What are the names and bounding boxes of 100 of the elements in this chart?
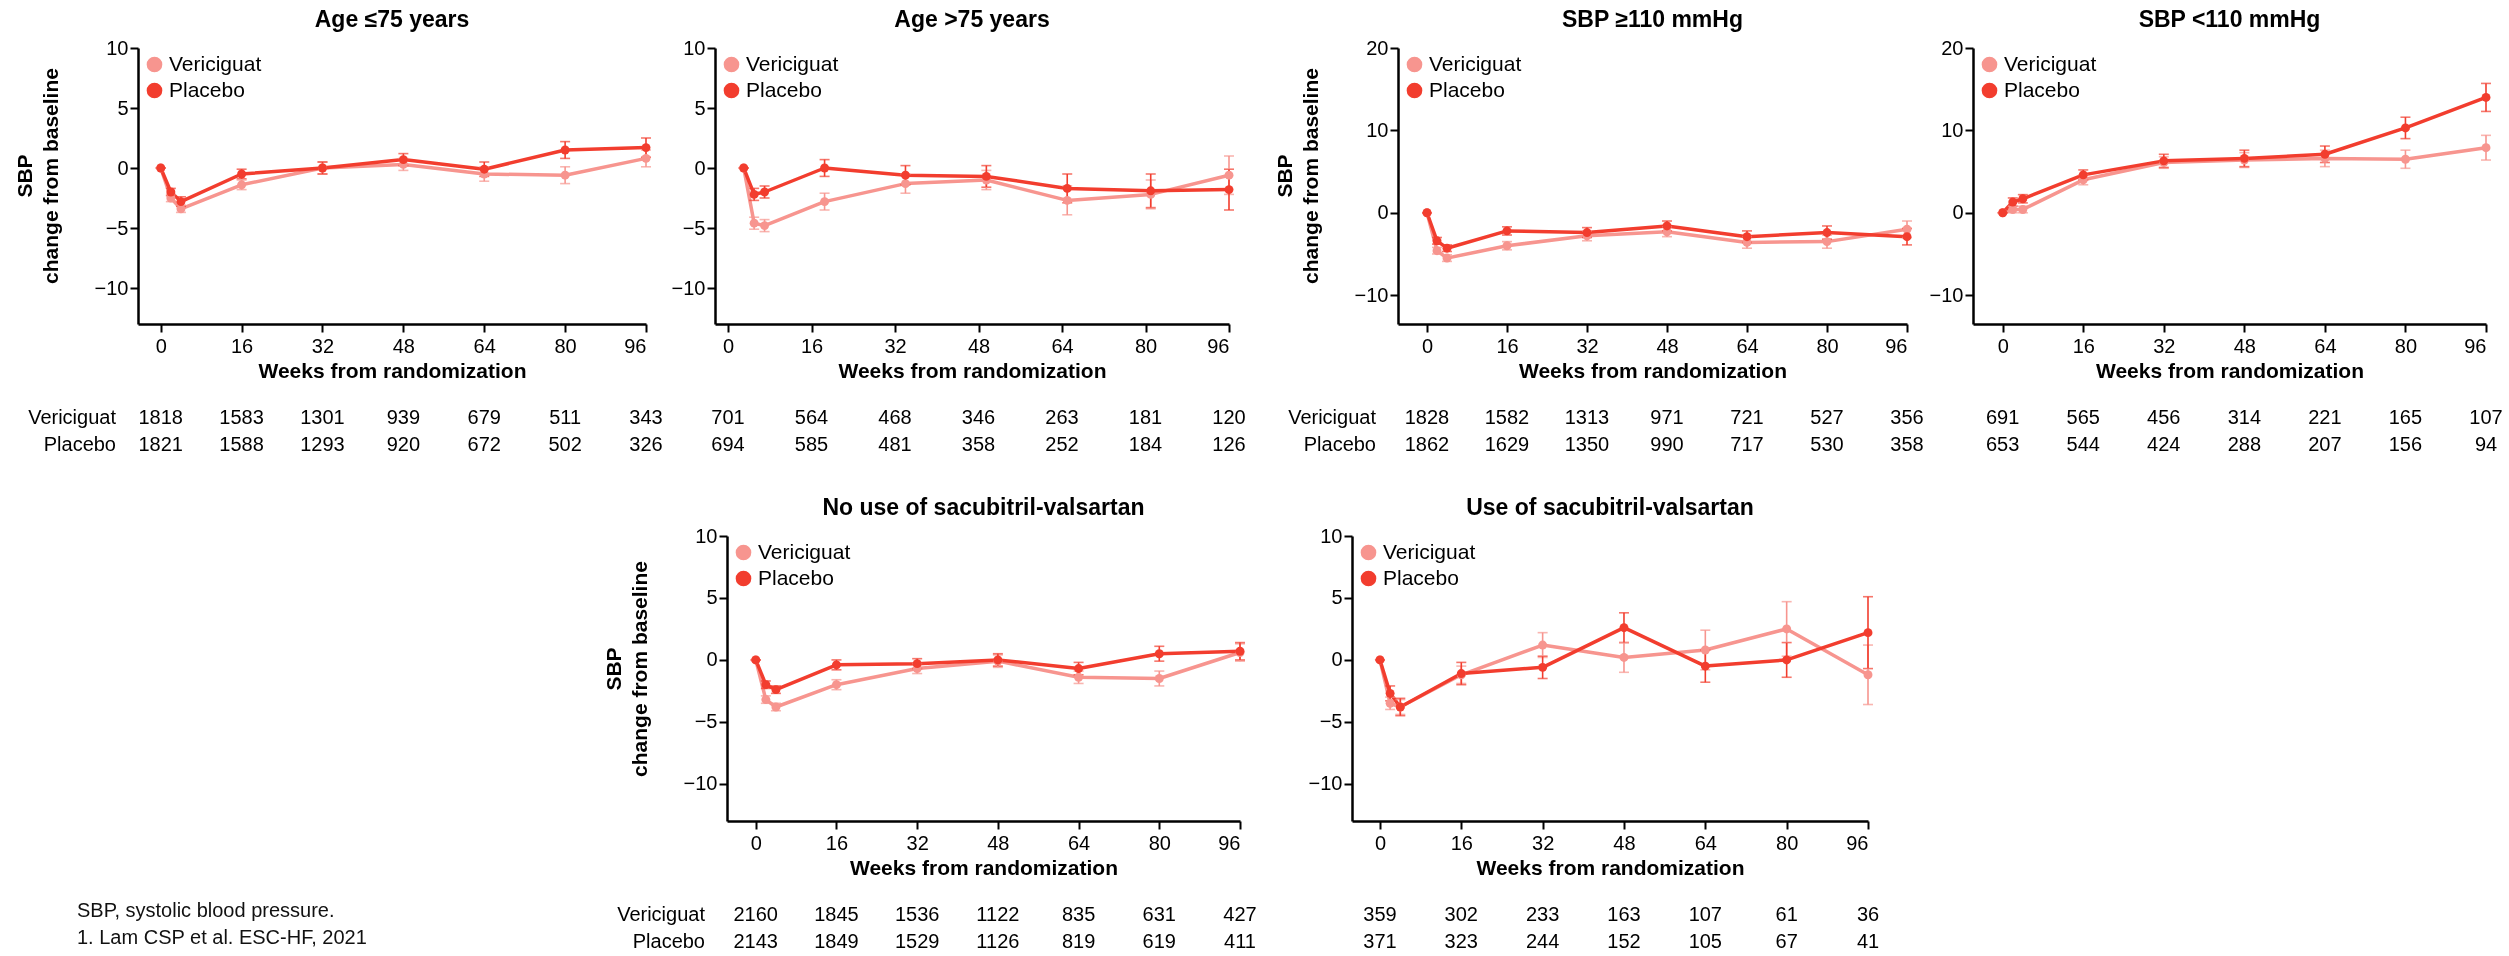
x-tick-label: 64	[1067, 831, 1091, 854]
y-tick-label: −5	[694, 710, 718, 733]
text: 346	[961, 405, 996, 429]
text: 468	[878, 405, 912, 429]
text: 244	[1525, 929, 1560, 953]
text: 36	[1856, 902, 1880, 926]
y-tick-label: −10	[94, 276, 129, 299]
x-tick-label: 96	[624, 334, 647, 357]
x-tick-label: 48	[392, 334, 415, 357]
y-tick-label: 5	[706, 586, 718, 609]
chart-title: SBP ≥110 mmHg	[1562, 6, 1743, 32]
text: 105	[1688, 929, 1722, 953]
x-tick-label: 80	[1134, 334, 1158, 357]
text: 721	[1730, 405, 1764, 429]
x-tick-label: 80	[1776, 831, 1799, 854]
text: 701	[711, 405, 745, 429]
y-tick-label: 5	[1331, 586, 1343, 609]
text: Placebo	[632, 929, 705, 953]
x-tick-label: 64	[1051, 334, 1074, 357]
y-tick-label: −10	[1929, 283, 1964, 306]
y-tick-label: −5	[682, 216, 706, 239]
y-tick-label: 5	[694, 96, 706, 119]
x-tick-label: 80	[1816, 334, 1839, 357]
x-tick-label: 64	[473, 334, 496, 357]
y-tick-label: 10	[695, 524, 718, 547]
x-axis-title: Weeks from randomization	[850, 855, 1118, 879]
x-axis-title: Weeks from randomization	[258, 358, 527, 382]
text: 1588	[219, 432, 264, 456]
text: 819	[1061, 929, 1096, 953]
x-tick-label: 48	[967, 334, 991, 357]
text: 165	[2388, 405, 2423, 429]
text: Placebo	[43, 432, 116, 456]
text: 358	[961, 432, 996, 456]
text: 1313	[1564, 405, 1610, 429]
y-tick-label: 10	[1366, 118, 1389, 141]
text: 163	[1607, 902, 1641, 926]
text: SBP, systolic blood pressure.	[77, 898, 336, 923]
text: 1536	[894, 902, 940, 926]
text: 1845	[814, 902, 859, 926]
x-tick-label: 96	[2464, 334, 2487, 357]
chart-title: SBP <110 mmHg	[2138, 6, 2321, 32]
text: Vericiguat	[1288, 405, 1376, 429]
text: 530	[1810, 432, 1844, 456]
text: 358	[1890, 432, 1924, 456]
x-tick-label: 48	[987, 831, 1010, 854]
x-tick-label: 0	[1997, 334, 2009, 357]
text: Vericiguat	[28, 405, 116, 429]
x-tick-label: 32	[906, 831, 929, 854]
x-tick-label: 64	[1736, 334, 1759, 357]
chart-title: Age >75 years	[894, 6, 1050, 32]
legend-label: Vericiguat	[1383, 539, 1476, 563]
text: 1629	[1484, 432, 1530, 456]
text: 679	[467, 405, 501, 429]
y-tick-label: 10	[1941, 118, 1964, 141]
text: 156	[2388, 432, 2423, 456]
y-tick-label: 20	[1366, 36, 1389, 59]
text: 371	[1363, 929, 1397, 953]
x-axis-title: Weeks from randomization	[1519, 358, 1787, 382]
legend-label: Vericiguat	[1429, 51, 1522, 75]
y-axis-title: SBP change from baseline	[12, 67, 63, 286]
text: 1301	[300, 405, 345, 429]
text: 1583	[219, 405, 264, 429]
y-tick-label: 10	[1320, 524, 1343, 547]
x-tick-label: 96	[1885, 334, 1908, 357]
x-tick-label: 16	[825, 831, 849, 854]
legend-label: Vericiguat	[758, 539, 851, 563]
text: 1529	[894, 929, 940, 953]
text: 221	[2308, 405, 2342, 429]
x-tick-label: 48	[1613, 831, 1636, 854]
text: 1350	[1564, 432, 1610, 456]
text: 481	[878, 432, 912, 456]
y-tick-label: 0	[706, 648, 718, 671]
legend-label: Placebo	[1383, 565, 1459, 589]
text: 631	[1142, 902, 1176, 926]
chart-title: No use of sacubitril-valsartan	[822, 494, 1145, 520]
text: 181	[1128, 405, 1163, 429]
text: 585	[794, 432, 829, 456]
x-tick-label: 96	[1207, 334, 1230, 357]
text: 653	[1986, 432, 2020, 456]
text: 527	[1810, 405, 1844, 429]
x-tick-label: 32	[2153, 334, 2176, 357]
text: 207	[2308, 432, 2342, 456]
text: 1862	[1404, 432, 1450, 456]
text: 511	[549, 405, 582, 429]
y-tick-label: −5	[1319, 710, 1343, 733]
y-tick-label: 0	[1952, 201, 1964, 224]
text: 263	[1045, 405, 1079, 429]
x-tick-label: 32	[884, 334, 907, 357]
text: 1126	[976, 929, 1020, 953]
text: 717	[1730, 432, 1764, 456]
y-axis-title: SBP change from baseline	[1272, 67, 1323, 286]
legend-label: Vericiguat	[2004, 51, 2097, 75]
legend-label: Placebo	[2004, 77, 2080, 101]
chart-title: Age ≤75 years	[314, 6, 470, 32]
text: 835	[1061, 902, 1096, 926]
text: 343	[629, 405, 663, 429]
x-tick-label: 64	[1694, 831, 1717, 854]
x-axis-title: Weeks from randomization	[838, 358, 1107, 382]
y-tick-label: 0	[117, 156, 129, 179]
legend-label: Placebo	[758, 565, 834, 589]
